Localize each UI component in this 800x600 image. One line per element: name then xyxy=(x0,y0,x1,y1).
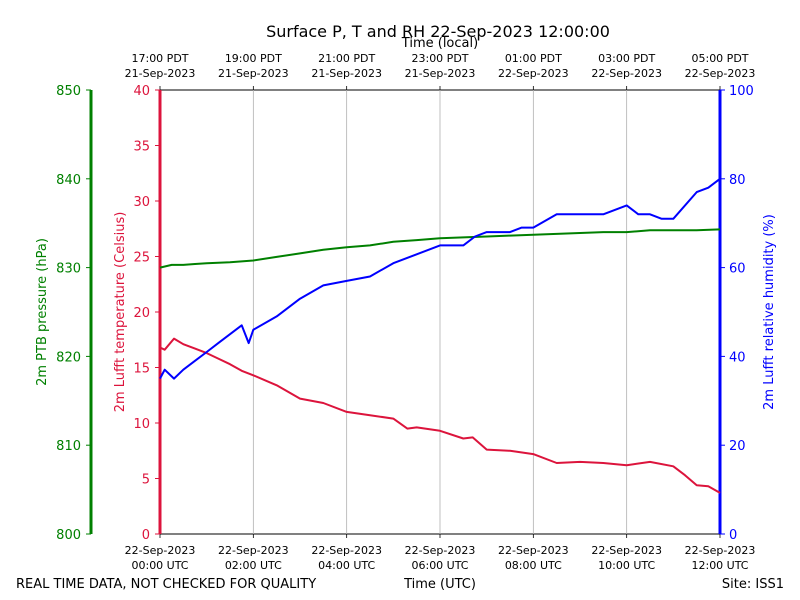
pressure-tick-label: 840 xyxy=(56,173,81,188)
temperature-series-line xyxy=(159,337,721,494)
top-tick-label-time: 01:00 PDT xyxy=(505,52,562,65)
top-tick-label-time: 23:00 PDT xyxy=(411,52,468,65)
top-tick-label-time: 05:00 PDT xyxy=(691,52,748,65)
temperature-tick-label: 40 xyxy=(133,84,150,99)
temperature-tick-label: 30 xyxy=(133,195,150,210)
top-tick-label-date: 22-Sep-2023 xyxy=(591,67,662,80)
chart-title: Surface P, T and RH 22-Sep-2023 12:00:00 xyxy=(266,22,610,41)
top-tick-label-date: 21-Sep-2023 xyxy=(218,67,289,80)
pressure-tick-label: 800 xyxy=(56,528,81,543)
temperature-tick-label: 25 xyxy=(133,251,150,266)
x-tick-label-date: 22-Sep-2023 xyxy=(685,544,756,557)
top-tick-label-date: 21-Sep-2023 xyxy=(311,67,382,80)
top-tick-label-time: 17:00 PDT xyxy=(131,52,188,65)
x-tick-label-date: 22-Sep-2023 xyxy=(125,544,196,557)
top-tick-label-date: 21-Sep-2023 xyxy=(405,67,476,80)
bottom-axis-label: Time (UTC) xyxy=(403,577,476,592)
x-tick-label-time: 00:00 UTC xyxy=(131,559,188,572)
x-tick-label-time: 06:00 UTC xyxy=(411,559,468,572)
series-layer xyxy=(159,178,721,494)
top-axis-label: Time (local) xyxy=(401,36,478,51)
humidity-tick-label: 80 xyxy=(729,173,746,188)
temperature-axis-label: 2m Lufft temperature (Celsius) xyxy=(113,212,128,413)
grid-layer xyxy=(252,90,628,534)
top-tick-label-date: 22-Sep-2023 xyxy=(685,67,756,80)
top-tick-label-time: 03:00 PDT xyxy=(598,52,655,65)
x-tick-label-date: 22-Sep-2023 xyxy=(311,544,382,557)
x-tick-label-time: 10:00 UTC xyxy=(598,559,655,572)
footer-right: Site: ISS1 xyxy=(722,577,784,592)
x-tick-label-date: 22-Sep-2023 xyxy=(591,544,662,557)
top-tick-label-date: 21-Sep-2023 xyxy=(125,67,196,80)
x-tick-label-time: 02:00 UTC xyxy=(225,559,282,572)
x-tick-label-time: 04:00 UTC xyxy=(318,559,375,572)
humidity-series-line xyxy=(159,178,721,380)
humidity-tick-label: 60 xyxy=(729,262,746,277)
humidity-tick-label: 100 xyxy=(729,84,754,99)
humidity-tick-label: 40 xyxy=(729,350,746,365)
footer-left: REAL TIME DATA, NOT CHECKED FOR QUALITY xyxy=(16,577,316,592)
pressure-series-line xyxy=(159,228,721,269)
temperature-tick-label: 0 xyxy=(142,528,150,543)
temperature-tick-label: 20 xyxy=(133,306,150,321)
temperature-tick-label: 10 xyxy=(133,417,150,432)
x-tick-label-date: 22-Sep-2023 xyxy=(498,544,569,557)
top-tick-label-time: 21:00 PDT xyxy=(318,52,375,65)
top-tick-label-date: 22-Sep-2023 xyxy=(498,67,569,80)
x-tick-label-date: 22-Sep-2023 xyxy=(405,544,476,557)
temperature-tick-label: 15 xyxy=(133,362,150,377)
temperature-tick-label: 35 xyxy=(133,140,150,155)
pressure-tick-label: 820 xyxy=(56,350,81,365)
pressure-tick-label: 850 xyxy=(56,84,81,99)
x-tick-label-date: 22-Sep-2023 xyxy=(218,544,289,557)
x-tick-label-time: 08:00 UTC xyxy=(505,559,562,572)
top-tick-label-time: 19:00 PDT xyxy=(225,52,282,65)
pressure-tick-label: 830 xyxy=(56,262,81,277)
humidity-tick-label: 0 xyxy=(729,528,737,543)
temperature-tick-label: 5 xyxy=(142,473,150,488)
humidity-tick-label: 20 xyxy=(729,439,746,454)
humidity-axis-label: 2m Lufft relative humidity (%) xyxy=(762,214,777,410)
pressure-axis-label: 2m PTB pressure (hPa) xyxy=(35,238,50,386)
x-tick-label-time: 12:00 UTC xyxy=(691,559,748,572)
axes-layer: 22-Sep-2023 00:00 UTC 17:00 PDT 21-Sep-2023… xyxy=(56,52,755,572)
pressure-tick-label: 810 xyxy=(56,439,81,454)
